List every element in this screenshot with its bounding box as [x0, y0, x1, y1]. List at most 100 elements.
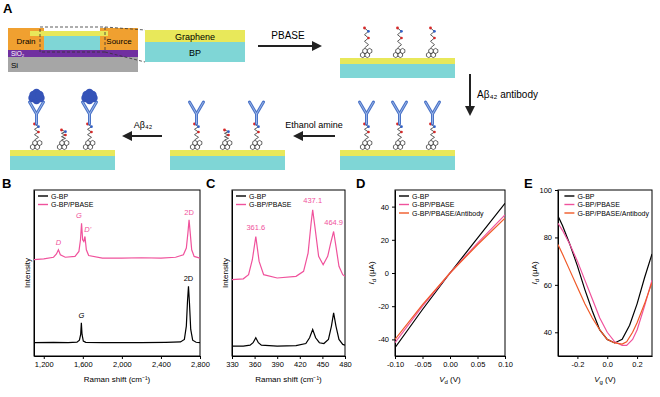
antibody-shape [83, 102, 97, 124]
ring [253, 140, 258, 145]
antibody-shape [426, 102, 440, 124]
y-axis: -40-2002040 [378, 191, 395, 357]
tick-label: -20 [378, 302, 389, 311]
label-part: (V) [603, 375, 616, 384]
atom [37, 131, 40, 134]
series-line [558, 216, 652, 343]
graphene-layer [145, 30, 245, 42]
tick-mark [392, 273, 395, 274]
label-part: (V) [448, 375, 461, 384]
x-axis: -0.20.00.2 [559, 356, 653, 369]
y-axis-title: Intensity [23, 258, 32, 288]
graphene-layer [170, 150, 285, 156]
x-axis-title: Vg (V) [594, 375, 616, 385]
atom [433, 30, 436, 33]
tick-mark [505, 356, 506, 359]
legend: G-BPG-BP/PBASEG-BP/PBASE/Antibody [564, 193, 649, 218]
tick-mark [637, 356, 638, 359]
atom [363, 27, 366, 30]
tick-label: 40 [544, 328, 552, 337]
pbase-molecule [360, 27, 371, 58]
bp-layer [44, 36, 100, 50]
tick: 80 [544, 233, 558, 242]
series-line [232, 313, 345, 346]
step-label: Ethanol amine [285, 120, 343, 130]
atom [37, 125, 40, 128]
zoom-line [105, 27, 145, 30]
plot-frame [395, 190, 505, 356]
zoom-line [105, 52, 145, 62]
ring [86, 140, 91, 145]
tick: 1,600 [74, 356, 93, 369]
atom [367, 30, 370, 33]
ring [197, 140, 202, 145]
tick-label: 330 [226, 360, 239, 369]
ring [367, 48, 372, 53]
tick: 360 [249, 356, 262, 369]
annotation: G [76, 211, 82, 220]
series-line [558, 223, 652, 345]
tick: 0 [385, 269, 395, 278]
tick-label: 2,400 [152, 360, 171, 369]
panel-a: ADrainSourceSiO₂SiGrapheneBPPBASEAβ₄₂ an… [3, 1, 538, 170]
axis-line [559, 356, 653, 357]
tick-label: -0.2 [571, 360, 584, 369]
legend: G-BPG-BP/PBASE [236, 193, 292, 209]
amyloid-beta [28, 89, 44, 104]
y-axis-title: Id (μA) [367, 261, 377, 284]
tick-label: 450 [317, 360, 330, 369]
legend-entry: G-BP [51, 193, 68, 200]
ring [433, 140, 438, 145]
tick: 100 [539, 186, 558, 195]
y-axis-title: Intensity [221, 258, 230, 288]
atom [223, 129, 226, 132]
label: Drain [16, 37, 35, 46]
antibody-highlight [426, 102, 440, 124]
tick: -0.2 [571, 356, 584, 369]
label: Graphene [175, 32, 215, 42]
antibody-shape [30, 102, 44, 124]
tick-mark [322, 356, 323, 359]
pbase-molecule [426, 27, 437, 58]
tick-mark [450, 356, 451, 359]
pbase-molecule [393, 27, 404, 58]
tick-mark [392, 339, 395, 340]
atom [429, 27, 432, 30]
legend-entry: G-BP/PBASE [51, 201, 94, 208]
pbase-molecule [360, 123, 371, 150]
series-line [395, 203, 505, 347]
ring [433, 48, 438, 53]
tick-label: 0.05 [471, 360, 486, 369]
tick-mark [577, 356, 578, 359]
atom [433, 125, 436, 128]
tick-label: 390 [271, 360, 284, 369]
tick: 0.0 [603, 356, 613, 369]
tick-mark [122, 356, 123, 359]
tick: 60 [544, 281, 558, 290]
tick: 330 [226, 356, 239, 369]
axis-line [395, 191, 396, 357]
sio2-layer [8, 50, 138, 57]
panel-label: E [524, 176, 533, 191]
ring [396, 48, 401, 53]
figure: ADrainSourceSiO₂SiGrapheneBPPBASEAβ₄₂ an… [0, 0, 660, 397]
atom [64, 134, 67, 137]
y-axis: 40 60 80 100 [539, 186, 558, 357]
legend-swatch [399, 204, 409, 205]
ring [396, 140, 401, 145]
atom [60, 129, 63, 132]
tick-label: 100 [539, 186, 552, 195]
legend-swatch [564, 212, 574, 213]
tick-label: -0.10 [387, 360, 404, 369]
ring [60, 140, 65, 145]
atom [400, 125, 403, 128]
tick-label: 0.00 [443, 360, 458, 369]
antibody [190, 102, 204, 124]
bp-layer [170, 156, 285, 170]
atom [90, 125, 93, 128]
label: BP [189, 48, 201, 58]
label: Si [11, 61, 18, 70]
antibody [83, 102, 97, 124]
antibody-shape [393, 102, 407, 124]
antibody-highlight [250, 102, 264, 124]
